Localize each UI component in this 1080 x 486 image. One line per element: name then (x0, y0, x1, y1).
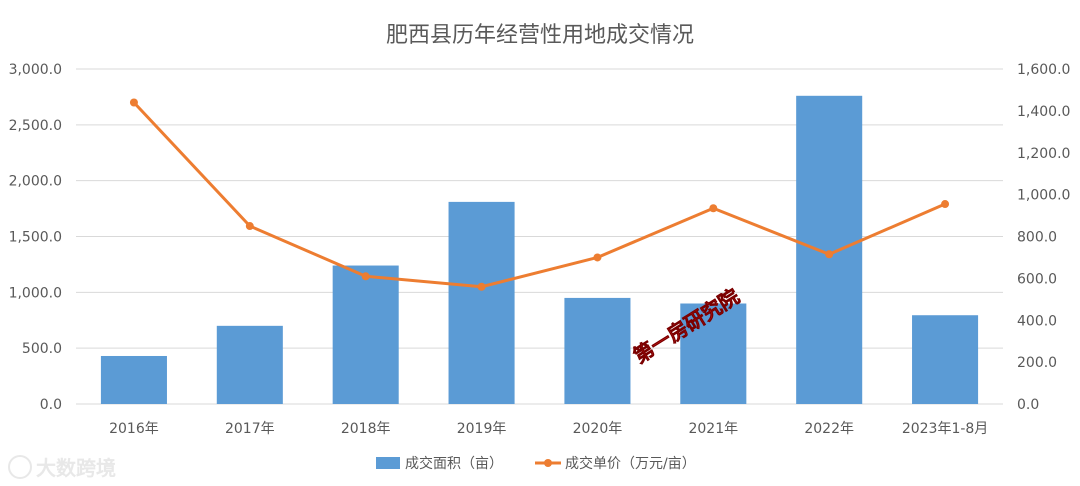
legend: 成交面积（亩） 成交单价（万元/亩） (376, 455, 696, 472)
x-axis-tick-label: 2023年1-8月 (902, 421, 989, 437)
bar (332, 265, 399, 404)
left-axis: 0.0 500.0 1,000.0 1,500.0 2,000.0 2,500.0 3,00… (9, 62, 62, 413)
right-axis-tick-label: 400.0 (1017, 313, 1057, 329)
x-axis: 2016年 2017年 2018年 2019年 2020年 2021年 2022年 2023年… (109, 421, 988, 437)
x-axis-tick-label: 2020年 (573, 421, 623, 437)
line-point (361, 272, 370, 281)
gridlines (76, 68, 1003, 405)
bar-series (100, 95, 979, 405)
x-axis-tick-label: 2018年 (341, 421, 391, 437)
bar (216, 325, 283, 404)
right-axis-tick-label: 600.0 (1017, 271, 1057, 287)
brand-logo-icon (8, 454, 32, 479)
x-axis-tick-label: 2017年 (225, 421, 275, 437)
right-axis-tick-label: 800.0 (1017, 230, 1057, 246)
x-axis-tick-label: 2022年 (804, 421, 854, 437)
right-axis-tick-label: 1,600.0 (1017, 62, 1070, 78)
bar (796, 95, 863, 405)
right-axis-tick-label: 1,000.0 (1017, 188, 1070, 204)
legend-swatch-marker (544, 459, 552, 467)
bar (564, 297, 631, 404)
brand-text: 大数跨境 (36, 456, 116, 480)
left-axis-tick-label: 1,500.0 (9, 230, 62, 246)
line-point (477, 282, 486, 291)
line-point (709, 204, 718, 213)
right-axis: 0.0 200.0 400.0 600.0 800.0 1,000.0 1,200.0 1,4… (1017, 62, 1070, 413)
bar (448, 201, 515, 404)
right-axis-tick-label: 200.0 (1017, 355, 1057, 371)
right-axis-tick-label: 0.0 (1017, 397, 1039, 413)
chart-title: 肥西县历年经营性用地成交情况 (386, 23, 694, 48)
left-axis-tick-label: 2,000.0 (9, 174, 62, 190)
legend-swatch-bar (376, 457, 400, 469)
legend-label-bar: 成交面积（亩） (405, 455, 503, 472)
left-axis-tick-label: 0.0 (40, 397, 62, 413)
line-point (593, 253, 602, 262)
x-axis-tick-label: 2019年 (457, 421, 507, 437)
left-axis-tick-label: 3,000.0 (9, 62, 62, 78)
left-axis-tick-label: 2,500.0 (9, 118, 62, 134)
left-axis-tick-label: 1,000.0 (9, 285, 62, 301)
line-point (129, 98, 138, 107)
brand-logo: 大数跨境 (8, 452, 116, 481)
bar (680, 303, 747, 404)
price-line (132, 101, 946, 289)
bar (100, 355, 167, 404)
right-axis-tick-label: 1,200.0 (1017, 146, 1070, 162)
left-axis-tick-label: 500.0 (22, 341, 62, 357)
line-point (245, 222, 254, 231)
line-point (825, 250, 834, 259)
line-point (941, 200, 950, 209)
x-axis-tick-label: 2016年 (109, 421, 159, 437)
line-series (129, 98, 950, 291)
bar (912, 315, 979, 404)
legend-label-line: 成交单价（万元/亩） (565, 455, 696, 472)
right-axis-tick-label: 1,400.0 (1017, 104, 1070, 120)
x-axis-tick-label: 2021年 (688, 421, 738, 437)
